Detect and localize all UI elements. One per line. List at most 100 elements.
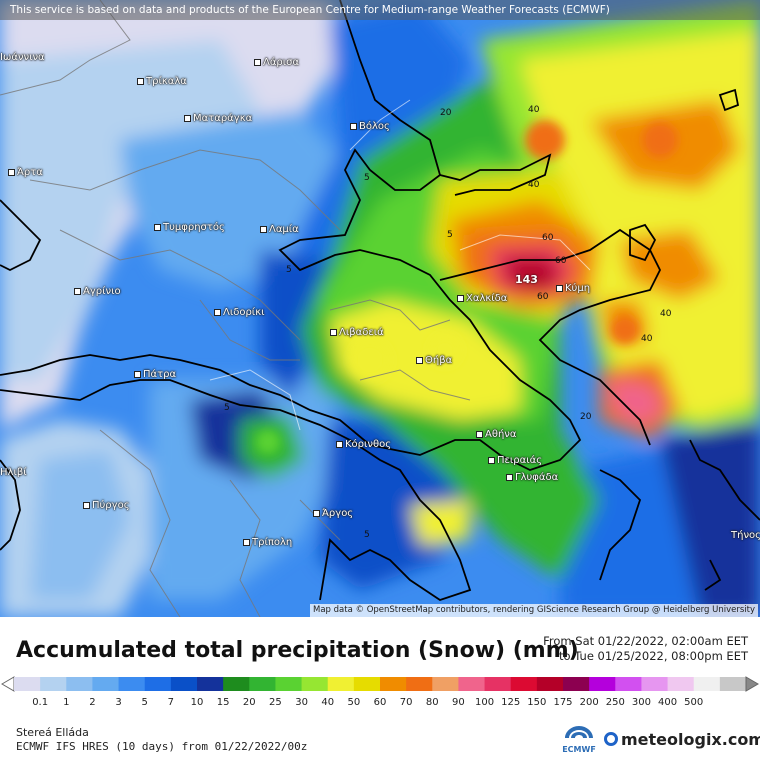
contour-label: 5	[224, 403, 230, 413]
city-label: Ηλιβί	[0, 467, 27, 478]
scale-tick-label: 150	[527, 697, 546, 708]
city-label: Λιδορίκι	[214, 307, 264, 318]
admin-borders	[0, 0, 471, 617]
scale-swatch	[589, 677, 616, 691]
scale-tick-label: 175	[553, 697, 572, 708]
city-label: Αγρίνιο	[74, 286, 121, 297]
scale-tick-label: 100	[475, 697, 494, 708]
ecmwf-attribution: This service is based on data and produc…	[0, 0, 760, 20]
scale-swatch	[275, 677, 303, 691]
contour-label: 20	[440, 108, 452, 118]
city-label: Λαμία	[260, 224, 299, 235]
scale-swatch	[170, 677, 198, 691]
scale-swatch	[353, 677, 381, 691]
meteologix-brand[interactable]: meteologix.com	[604, 730, 760, 749]
contour-label: 40	[641, 334, 653, 344]
scale-swatch	[92, 677, 120, 691]
scale-tick-label: 300	[632, 697, 651, 708]
scale-tick-label: 40	[321, 697, 334, 708]
city-label: Ιωάννινα	[0, 52, 45, 63]
scale-swatch	[40, 677, 67, 691]
scale-tick-label: 20	[243, 697, 256, 708]
scale-tick-label: 70	[400, 697, 413, 708]
scale-swatch	[197, 677, 224, 691]
city-label: Πάτρα	[134, 369, 176, 380]
city-label: Ματαράγκα	[184, 113, 252, 124]
scale-tick-label: 30	[295, 697, 308, 708]
scale-swatch	[510, 677, 538, 691]
scale-swatch	[667, 677, 695, 691]
scale-tick-label: 25	[269, 697, 282, 708]
city-label: Λάρισα	[254, 57, 299, 68]
contour-label: 60	[555, 256, 567, 266]
city-label: Τυμφρηστός	[154, 222, 225, 233]
scale-swatch	[693, 677, 721, 691]
scale-swatch	[144, 677, 172, 691]
scale-tick-label: 90	[452, 697, 465, 708]
city-label: Γλυφάδα	[506, 472, 558, 483]
scale-arrow-left	[1, 676, 15, 692]
scale-swatch	[66, 677, 93, 691]
city-label: Πειραιάς	[488, 455, 542, 466]
precip-field-smooth	[0, 0, 760, 617]
contour-label: 5	[286, 265, 292, 275]
scale-swatch	[536, 677, 564, 691]
contour-label: 60	[542, 233, 554, 243]
scale-swatch	[615, 677, 642, 691]
scale-swatch	[301, 677, 329, 691]
contour-label: 5	[364, 173, 370, 183]
color-scale: 0.1 1 2 3 5 7 10 15 20 25 30 40 50 60 70 80 90 100 125 150 1…	[1, 676, 759, 708]
contour-label: 40	[528, 105, 540, 115]
chart-title: Accumulated total precipitation (Snow) (…	[16, 638, 579, 663]
scale-tick-label: 10	[191, 697, 204, 708]
scale-swatch	[118, 677, 146, 691]
scale-swatch	[563, 677, 590, 691]
ecmwf-logo-text: ECMWF	[562, 745, 596, 754]
scale-swatch	[484, 677, 512, 691]
scale-tick-label: 400	[658, 697, 677, 708]
precip-detail	[256, 120, 678, 454]
contour-label: 20	[580, 412, 592, 422]
scale-tick-label: 3	[115, 697, 121, 708]
scale-tick-label: 1	[63, 697, 69, 708]
contours	[209, 99, 591, 431]
city-label: Κύμη	[556, 283, 590, 294]
scale-tick-label: 2	[89, 697, 95, 708]
precipitation-map[interactable]: Λάρισα Τρίκαλα Ματαράγκα Βόλος Άρτα Τυμφ…	[0, 0, 760, 617]
valid-from: From Sat 01/22/2022, 02:00am EET	[543, 634, 748, 648]
scale-swatch	[223, 677, 250, 691]
map-attribution: Map data © OpenStreetMap contributors, r…	[310, 604, 758, 617]
scale-tick-label: 200	[580, 697, 599, 708]
scale-tick-label: 125	[501, 697, 520, 708]
city-label: Χαλκίδα	[457, 293, 507, 304]
meteologix-logo-icon	[604, 732, 618, 746]
city-label: Τρίπολη	[243, 537, 292, 548]
region-name: Stereá Elláda	[16, 726, 89, 739]
city-label: Πύργος	[83, 500, 130, 511]
scale-swatch	[432, 677, 459, 691]
contour-label: 5	[447, 230, 453, 240]
scale-tick-label: 0.1	[32, 697, 48, 708]
coastlines	[0, 0, 760, 601]
city-label: Λιβαδειά	[330, 327, 384, 338]
model-run: ECMWF IFS HRES (10 days) from 01/22/2022…	[16, 740, 308, 753]
ecmwf-logo-icon: ECMWF	[562, 726, 596, 754]
scale-swatch	[641, 677, 669, 691]
city-label: Κόρινθος	[336, 439, 391, 450]
scale-swatch	[327, 677, 355, 691]
city-label: Τρίκαλα	[137, 76, 187, 87]
scale-swatch	[249, 677, 276, 691]
city-label: Άργος	[313, 508, 353, 519]
scale-swatch	[380, 677, 407, 691]
contour-label: 40	[660, 309, 672, 319]
scale-tick-label: 15	[217, 697, 230, 708]
contour-label: 40	[528, 180, 540, 190]
map-svg	[0, 0, 760, 617]
scale-swatch	[719, 677, 747, 691]
scale-arrow-right	[745, 676, 759, 692]
city-label: Αθήνα	[476, 429, 516, 440]
legend-panel: Accumulated total precipitation (Snow) (…	[0, 617, 760, 760]
valid-to: to Tue 01/25/2022, 08:00pm EET	[559, 649, 748, 663]
scale-tick-label: 7	[168, 697, 174, 708]
city-label: Τήνος	[731, 530, 760, 541]
